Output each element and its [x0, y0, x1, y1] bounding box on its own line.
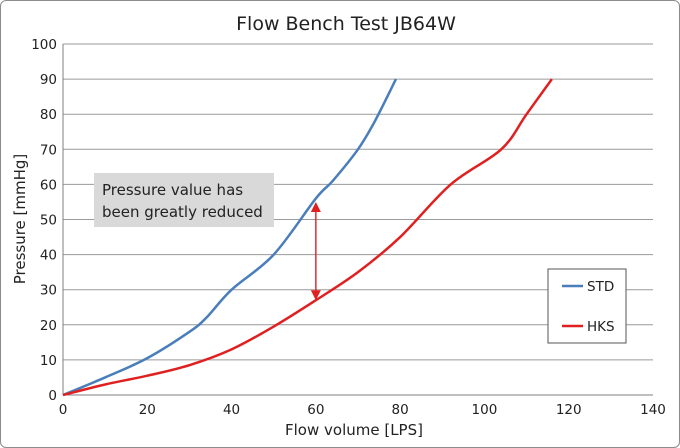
y-tick-label-10: 10 [40, 353, 57, 369]
y-axis-title: Pressure [mmHg] [11, 154, 29, 285]
axes [62, 44, 653, 396]
annotation-arrowhead-top [310, 201, 321, 212]
chart-title: Flow Bench Test JB64W [236, 13, 456, 35]
annotation-arrowhead-bottom [310, 290, 321, 301]
y-tick-label-50: 50 [40, 213, 57, 229]
annotation-arrow [310, 201, 321, 301]
legend: STD HKS [547, 268, 627, 344]
x-tick-labels: 0 20 40 60 80 100 120 140 [59, 402, 666, 418]
x-tick-label-40: 40 [223, 402, 240, 418]
x-tick-label-120: 120 [556, 402, 582, 418]
y-tick-label-30: 30 [40, 283, 57, 299]
series-line-hks [62, 78, 553, 397]
y-tick-label-60: 60 [40, 177, 57, 193]
annotation-line-1: Pressure value has [102, 181, 243, 199]
legend-label-std: STD [587, 279, 614, 295]
x-tick-label-140: 140 [640, 402, 666, 418]
y-tick-label-20: 20 [40, 318, 57, 334]
x-tick-label-0: 0 [59, 402, 68, 418]
legend-label-hks: HKS [587, 319, 615, 335]
x-axis-title: Flow volume [LPS] [285, 421, 423, 439]
y-tick-label-80: 80 [40, 107, 57, 123]
y-tick-labels: 0 10 20 30 40 50 60 70 80 90 100 [31, 37, 57, 404]
x-tick-label-60: 60 [307, 402, 324, 418]
y-tick-label-40: 40 [40, 248, 57, 264]
x-tick-label-80: 80 [392, 402, 409, 418]
annotation-box [94, 173, 274, 227]
x-tick-label-100: 100 [472, 402, 498, 418]
x-tick-label-20: 20 [139, 402, 156, 418]
annotation-line-2: been greatly reduced [102, 203, 263, 221]
y-tick-label-0: 0 [48, 388, 57, 404]
series-line-std [62, 78, 398, 397]
y-tick-label-90: 90 [40, 72, 57, 88]
y-tick-label-70: 70 [40, 142, 57, 158]
series-lines [62, 78, 553, 397]
annotation: Pressure value has been greatly reduced [94, 173, 274, 227]
y-tick-label-100: 100 [31, 37, 57, 53]
legend-box [547, 268, 627, 344]
